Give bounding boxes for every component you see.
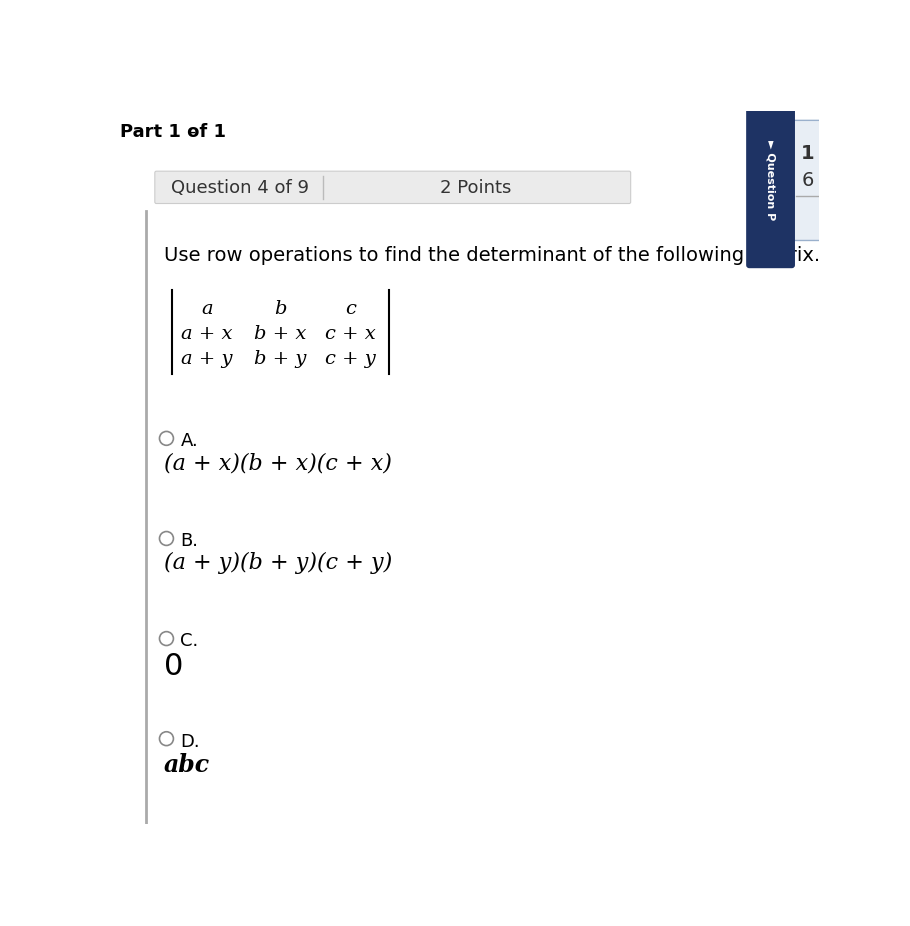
Text: a: a (201, 300, 213, 318)
Text: abc: abc (164, 753, 210, 777)
Text: a + y: a + y (181, 350, 232, 369)
Text: D.: D. (180, 732, 200, 750)
FancyBboxPatch shape (790, 120, 825, 241)
Text: B.: B. (180, 532, 198, 550)
Text: c + x: c + x (325, 325, 376, 343)
Text: C.: C. (180, 632, 198, 650)
Text: 0: 0 (164, 653, 184, 682)
Text: b + x: b + x (254, 325, 307, 343)
Text: c + y: c + y (325, 350, 376, 369)
Text: 2 Points: 2 Points (440, 179, 511, 196)
Text: (a + x)(b + x)(c + x): (a + x)(b + x)(c + x) (164, 452, 392, 474)
Text: Use row operations to find the determinant of the following matrix.: Use row operations to find the determina… (164, 246, 820, 265)
Text: (a + y)(b + y)(c + y): (a + y)(b + y)(c + y) (164, 552, 392, 574)
FancyBboxPatch shape (155, 171, 631, 204)
Text: a + x: a + x (181, 325, 232, 343)
Text: 6: 6 (801, 171, 814, 190)
FancyBboxPatch shape (746, 108, 795, 269)
Text: A.: A. (180, 432, 198, 450)
Text: c: c (345, 300, 356, 318)
Text: 1: 1 (801, 144, 814, 163)
Text: Question 4 of 9: Question 4 of 9 (171, 179, 308, 196)
Text: -: - (184, 122, 196, 141)
Text: ► Question P: ► Question P (765, 141, 775, 220)
Text: b + y: b + y (254, 350, 307, 369)
Text: b: b (274, 300, 287, 318)
Text: Part 1 of 1: Part 1 of 1 (120, 122, 226, 141)
